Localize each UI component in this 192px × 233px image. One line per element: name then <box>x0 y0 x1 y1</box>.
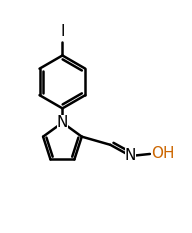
Text: N: N <box>57 115 68 130</box>
Text: N: N <box>125 148 136 164</box>
Text: I: I <box>60 24 65 39</box>
Text: OH: OH <box>151 147 175 161</box>
